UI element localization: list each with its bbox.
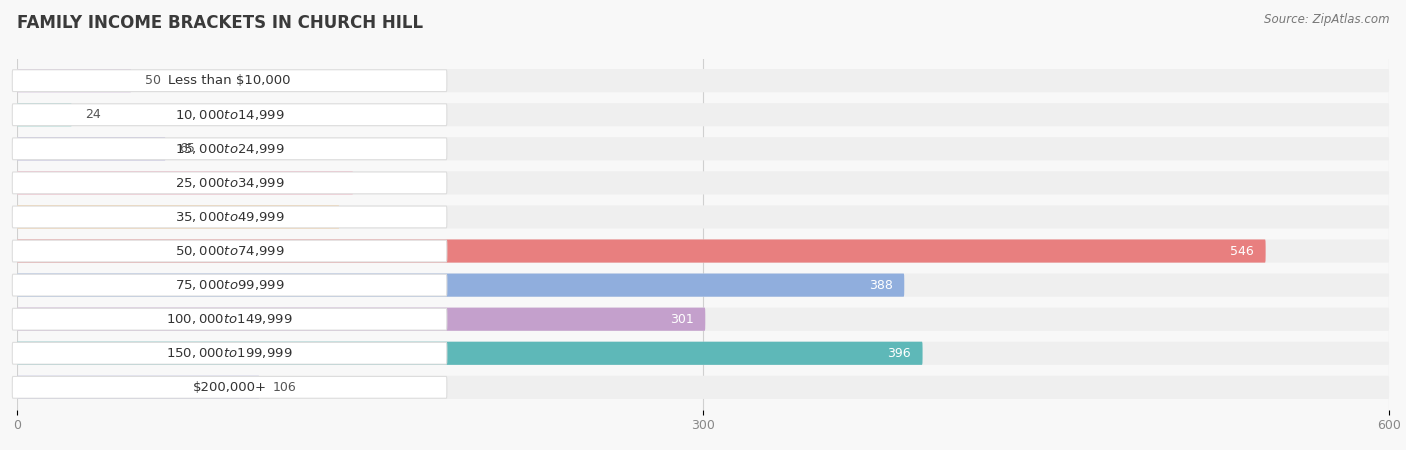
- FancyBboxPatch shape: [17, 274, 1389, 297]
- FancyBboxPatch shape: [17, 342, 922, 365]
- Text: $10,000 to $14,999: $10,000 to $14,999: [174, 108, 284, 122]
- FancyBboxPatch shape: [17, 103, 72, 126]
- Text: 301: 301: [671, 313, 693, 326]
- Text: FAMILY INCOME BRACKETS IN CHURCH HILL: FAMILY INCOME BRACKETS IN CHURCH HILL: [17, 14, 423, 32]
- Text: $75,000 to $99,999: $75,000 to $99,999: [174, 278, 284, 292]
- Text: $35,000 to $49,999: $35,000 to $49,999: [174, 210, 284, 224]
- FancyBboxPatch shape: [17, 69, 1389, 92]
- FancyBboxPatch shape: [13, 342, 447, 364]
- FancyBboxPatch shape: [17, 376, 259, 399]
- FancyBboxPatch shape: [13, 274, 447, 296]
- FancyBboxPatch shape: [17, 376, 1389, 399]
- Text: Less than $10,000: Less than $10,000: [169, 74, 291, 87]
- FancyBboxPatch shape: [17, 308, 1389, 331]
- Text: 546: 546: [1230, 244, 1254, 257]
- FancyBboxPatch shape: [13, 308, 447, 330]
- Text: 388: 388: [869, 279, 893, 292]
- Text: $25,000 to $34,999: $25,000 to $34,999: [174, 176, 284, 190]
- FancyBboxPatch shape: [13, 70, 447, 91]
- Text: $15,000 to $24,999: $15,000 to $24,999: [174, 142, 284, 156]
- FancyBboxPatch shape: [17, 171, 353, 194]
- FancyBboxPatch shape: [17, 171, 1389, 194]
- Text: 141: 141: [304, 211, 328, 224]
- Text: 50: 50: [145, 74, 160, 87]
- FancyBboxPatch shape: [13, 206, 447, 228]
- FancyBboxPatch shape: [13, 240, 447, 262]
- FancyBboxPatch shape: [17, 205, 339, 229]
- FancyBboxPatch shape: [17, 239, 1265, 263]
- FancyBboxPatch shape: [13, 172, 447, 194]
- FancyBboxPatch shape: [13, 138, 447, 160]
- Text: $150,000 to $199,999: $150,000 to $199,999: [166, 346, 292, 360]
- FancyBboxPatch shape: [13, 104, 447, 126]
- Text: $200,000+: $200,000+: [193, 381, 267, 394]
- Text: 396: 396: [887, 347, 911, 360]
- FancyBboxPatch shape: [17, 274, 904, 297]
- Text: $100,000 to $149,999: $100,000 to $149,999: [166, 312, 292, 326]
- Text: Source: ZipAtlas.com: Source: ZipAtlas.com: [1264, 14, 1389, 27]
- Text: 65: 65: [179, 142, 195, 155]
- FancyBboxPatch shape: [17, 239, 1389, 263]
- Text: 147: 147: [318, 176, 342, 189]
- FancyBboxPatch shape: [17, 137, 166, 160]
- Text: 24: 24: [86, 108, 101, 121]
- FancyBboxPatch shape: [17, 308, 706, 331]
- FancyBboxPatch shape: [17, 69, 131, 92]
- FancyBboxPatch shape: [17, 137, 1389, 160]
- FancyBboxPatch shape: [17, 205, 1389, 229]
- Text: 106: 106: [273, 381, 297, 394]
- FancyBboxPatch shape: [17, 103, 1389, 126]
- FancyBboxPatch shape: [17, 342, 1389, 365]
- Text: $50,000 to $74,999: $50,000 to $74,999: [174, 244, 284, 258]
- FancyBboxPatch shape: [13, 377, 447, 398]
